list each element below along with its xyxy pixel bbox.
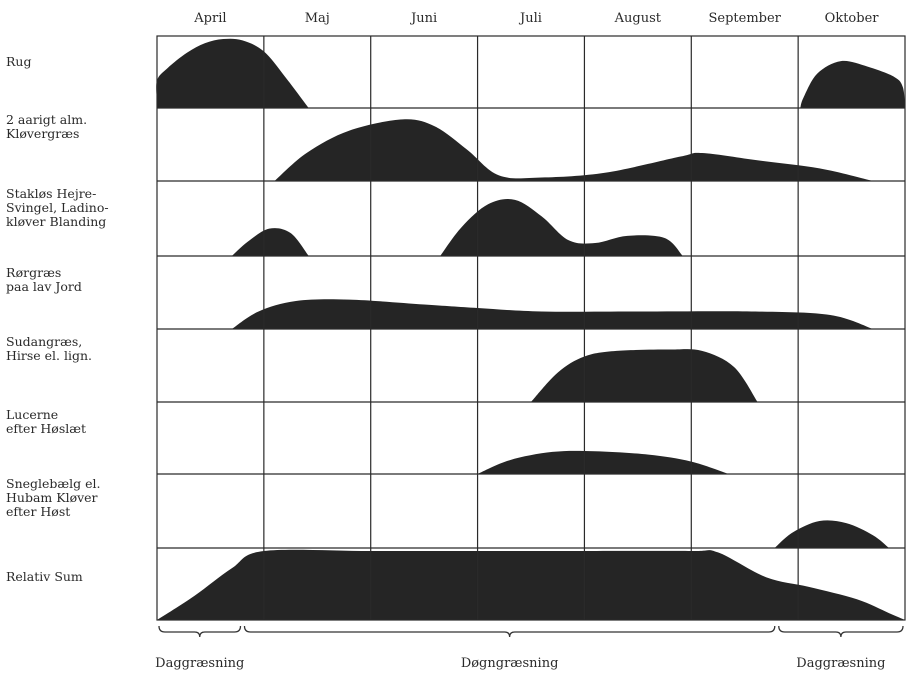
silhouette-7 <box>774 520 889 548</box>
row-label-2: 2 aarigt alm. Kløvergræs <box>6 113 87 141</box>
month-label-august: August <box>614 11 662 26</box>
row-label-7: Sneglebælg el. Hubam Kløver efter Høst <box>6 477 101 519</box>
silhouette-8 <box>157 549 905 620</box>
row-label-line: Kløvergræs <box>6 126 80 141</box>
row-label-line: Sudangræs, <box>6 334 83 349</box>
row-label-4: Rørgræs paa lav Jord <box>6 266 82 294</box>
month-label-oktober: Oktober <box>825 11 880 26</box>
row-label-line: 2 aarigt alm. <box>6 112 88 127</box>
bracket-label-1: Daggræsning <box>155 656 244 671</box>
grid-frame <box>156 35 906 621</box>
silhouette-1-b <box>800 60 905 108</box>
row-label-line: Sneglebælg el. <box>6 476 101 491</box>
row-label-line: Hirse el. lign. <box>6 348 93 363</box>
row-label-line: Lucerne <box>6 407 59 422</box>
month-axis: April Maj Juni Juli August September Oktober <box>193 11 879 26</box>
month-label-april: April <box>193 11 226 26</box>
month-label-juni: Juni <box>409 11 437 26</box>
row-label-line: kløver Blanding <box>6 214 107 229</box>
silhouette-2 <box>274 119 873 181</box>
row-label-5: Sudangræs, Hirse el. lign. <box>6 335 92 363</box>
grazing-brackets: Daggræsning Døgngræsning Daggræsning <box>155 625 904 671</box>
chart-grid <box>156 35 906 621</box>
row-label-line: Rørgræs <box>6 265 62 280</box>
bracket-label-2: Døgngræsning <box>461 656 559 671</box>
bracket-label-3: Daggræsning <box>796 656 885 671</box>
silhouette-3-b <box>440 199 683 256</box>
row-label-8: Relativ Sum <box>6 570 83 584</box>
row-label-6: Lucerne efter Høslæt <box>6 408 86 436</box>
silhouette-6 <box>477 450 729 474</box>
silhouette-1 <box>156 38 309 108</box>
silhouette-3 <box>231 228 309 256</box>
bracket-3 <box>778 625 904 638</box>
row-label-line: Svingel, Ladino- <box>6 200 109 215</box>
row-label-line: efter Høslæt <box>6 421 87 436</box>
row-label-line: paa lav Jord <box>6 279 82 294</box>
row-label-line: Hubam Kløver <box>6 490 98 505</box>
row-label-line: Rug <box>6 54 32 69</box>
month-label-september: September <box>709 11 782 26</box>
crop-silhouettes <box>156 38 905 620</box>
month-label-juli: Juli <box>518 11 542 26</box>
row-label-line: Relativ Sum <box>6 569 83 584</box>
month-label-maj: Maj <box>305 11 330 26</box>
row-label-3: Stakløs Hejre- Svingel, Ladino-kløver Bla… <box>6 187 109 229</box>
row-label-line: efter Høst <box>6 504 71 519</box>
row-label-1: Rug <box>6 55 31 69</box>
silhouette-5 <box>531 349 758 402</box>
silhouette-4 <box>231 299 873 329</box>
bracket-1 <box>158 625 242 638</box>
bracket-2 <box>243 625 776 638</box>
row-label-line: Stakløs Hejre- <box>6 186 97 201</box>
